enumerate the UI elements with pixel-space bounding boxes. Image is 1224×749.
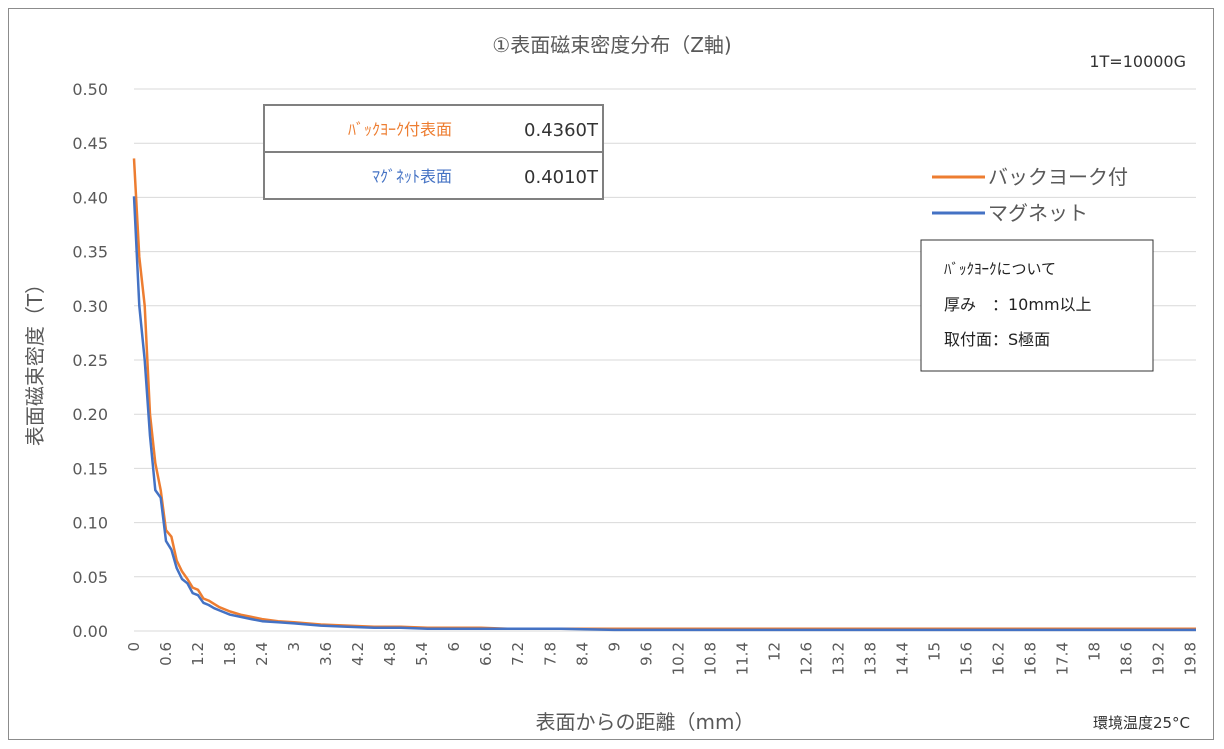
backyoke-note-thickness: 厚み ：10mm以上 xyxy=(944,295,1092,314)
backyoke-note-mounting: 取付面：S極面 xyxy=(944,330,1050,349)
y-tick-label: 0.00 xyxy=(72,622,108,641)
x-tick-label: 18.6 xyxy=(1118,642,1136,675)
x-tick-label: 6.6 xyxy=(477,642,495,666)
x-tick-label: 10.8 xyxy=(701,642,719,675)
y-tick-label: 0.40 xyxy=(72,188,108,207)
y-tick-label: 0.15 xyxy=(72,459,108,478)
x-tick-label: 4.8 xyxy=(381,642,399,666)
x-tick-label: 4.2 xyxy=(349,642,367,666)
y-tick-label: 0.35 xyxy=(72,243,108,262)
y-tick-label: 0.05 xyxy=(72,568,108,587)
value-table: ﾊﾞｯｸﾖｰｸ付表面 0.4360T ﾏｸﾞﾈｯﾄ表面 0.4010T xyxy=(263,104,604,200)
x-tick-label: 19.8 xyxy=(1182,642,1200,675)
x-tick-label: 18 xyxy=(1086,642,1104,661)
backyoke-note-heading: ﾊﾞｯｸﾖｰｸについて xyxy=(944,260,1056,278)
series-line-backyoke xyxy=(132,158,1196,631)
x-tick-label: 13.8 xyxy=(861,642,879,675)
y-tick-label: 0.30 xyxy=(72,297,108,316)
x-tick-label: 10.2 xyxy=(669,642,687,675)
x-tick-label: 12.6 xyxy=(797,642,815,675)
y-tick-label: 0.45 xyxy=(72,134,108,153)
ambient-note: 環境温度25°C xyxy=(1093,714,1190,732)
x-tick-label: 15.6 xyxy=(958,642,976,675)
y-tick-label: 0.50 xyxy=(72,80,108,99)
backyoke-note-box: ﾊﾞｯｸﾖｰｸについて 厚み ：10mm以上 取付面：S極面 xyxy=(920,239,1154,372)
x-tick-label: 3.6 xyxy=(317,642,335,666)
x-tick-label: 15 xyxy=(926,642,944,661)
x-tick-label: 0.6 xyxy=(157,642,175,666)
y-tick-labels: 0.00 0.05 0.10 0.15 0.20 0.25 0.30 0.35 0.40 0.45… xyxy=(72,80,108,641)
x-tick-label: 8.4 xyxy=(573,642,591,666)
x-axis-label: 表面からの距離（mm） xyxy=(536,710,755,734)
x-tick-label: 2.4 xyxy=(253,642,271,666)
series-lines xyxy=(132,158,1196,632)
x-tick-label: 6 xyxy=(445,642,463,652)
x-tick-label: 14.4 xyxy=(893,642,911,675)
y-tick-label: 0.25 xyxy=(72,351,108,370)
conversion-note: 1T=10000G xyxy=(1089,52,1186,71)
y-tick-label: 0.20 xyxy=(72,405,108,424)
x-tick-label: 0 xyxy=(125,642,143,652)
x-tick-label: 5.4 xyxy=(413,642,431,666)
chart-frame xyxy=(8,8,1214,740)
x-tick-label: 7.8 xyxy=(541,642,559,666)
legend-label-magnet: マグネット xyxy=(988,201,1088,225)
legend: バックヨーク付 マグネット xyxy=(932,165,1128,225)
x-tick-label: 3 xyxy=(285,642,303,652)
x-tick-labels: 0 0.6 1.2 1.8 2.4 3 3.6 4.2 4.8 5.4 6 6.6 7.2 7.8 8.4 9… xyxy=(125,642,1200,675)
y-axis-label: 表面磁束密度（T） xyxy=(23,274,47,446)
x-tick-label: 19.2 xyxy=(1150,642,1168,675)
x-tick-label: 16.8 xyxy=(1022,642,1040,675)
x-tick-label: 1.2 xyxy=(189,642,207,666)
value-table-value-backyoke: 0.4360T xyxy=(524,120,599,141)
chart-title: ①表面磁束密度分布（Z軸) xyxy=(492,33,731,57)
value-table-label-backyoke: ﾊﾞｯｸﾖｰｸ付表面 xyxy=(348,120,452,139)
x-tick-label: 16.2 xyxy=(990,642,1008,675)
y-tick-label: 0.10 xyxy=(72,514,108,533)
x-tick-label: 11.4 xyxy=(733,642,751,675)
x-tick-label: 17.4 xyxy=(1054,642,1072,675)
legend-label-backyoke: バックヨーク付 xyxy=(988,165,1128,189)
x-tick-label: 13.2 xyxy=(829,642,847,675)
x-tick-label: 1.8 xyxy=(221,642,239,666)
value-table-value-magnet: 0.4010T xyxy=(524,167,599,188)
x-tick-label: 9.6 xyxy=(637,642,655,666)
x-tick-label: 12 xyxy=(765,642,783,661)
x-tick-label: 7.2 xyxy=(509,642,527,666)
x-tick-label: 9 xyxy=(605,642,623,652)
series-line-magnet xyxy=(132,196,1196,632)
value-table-label-magnet: ﾏｸﾞﾈｯﾄ表面 xyxy=(372,167,452,186)
